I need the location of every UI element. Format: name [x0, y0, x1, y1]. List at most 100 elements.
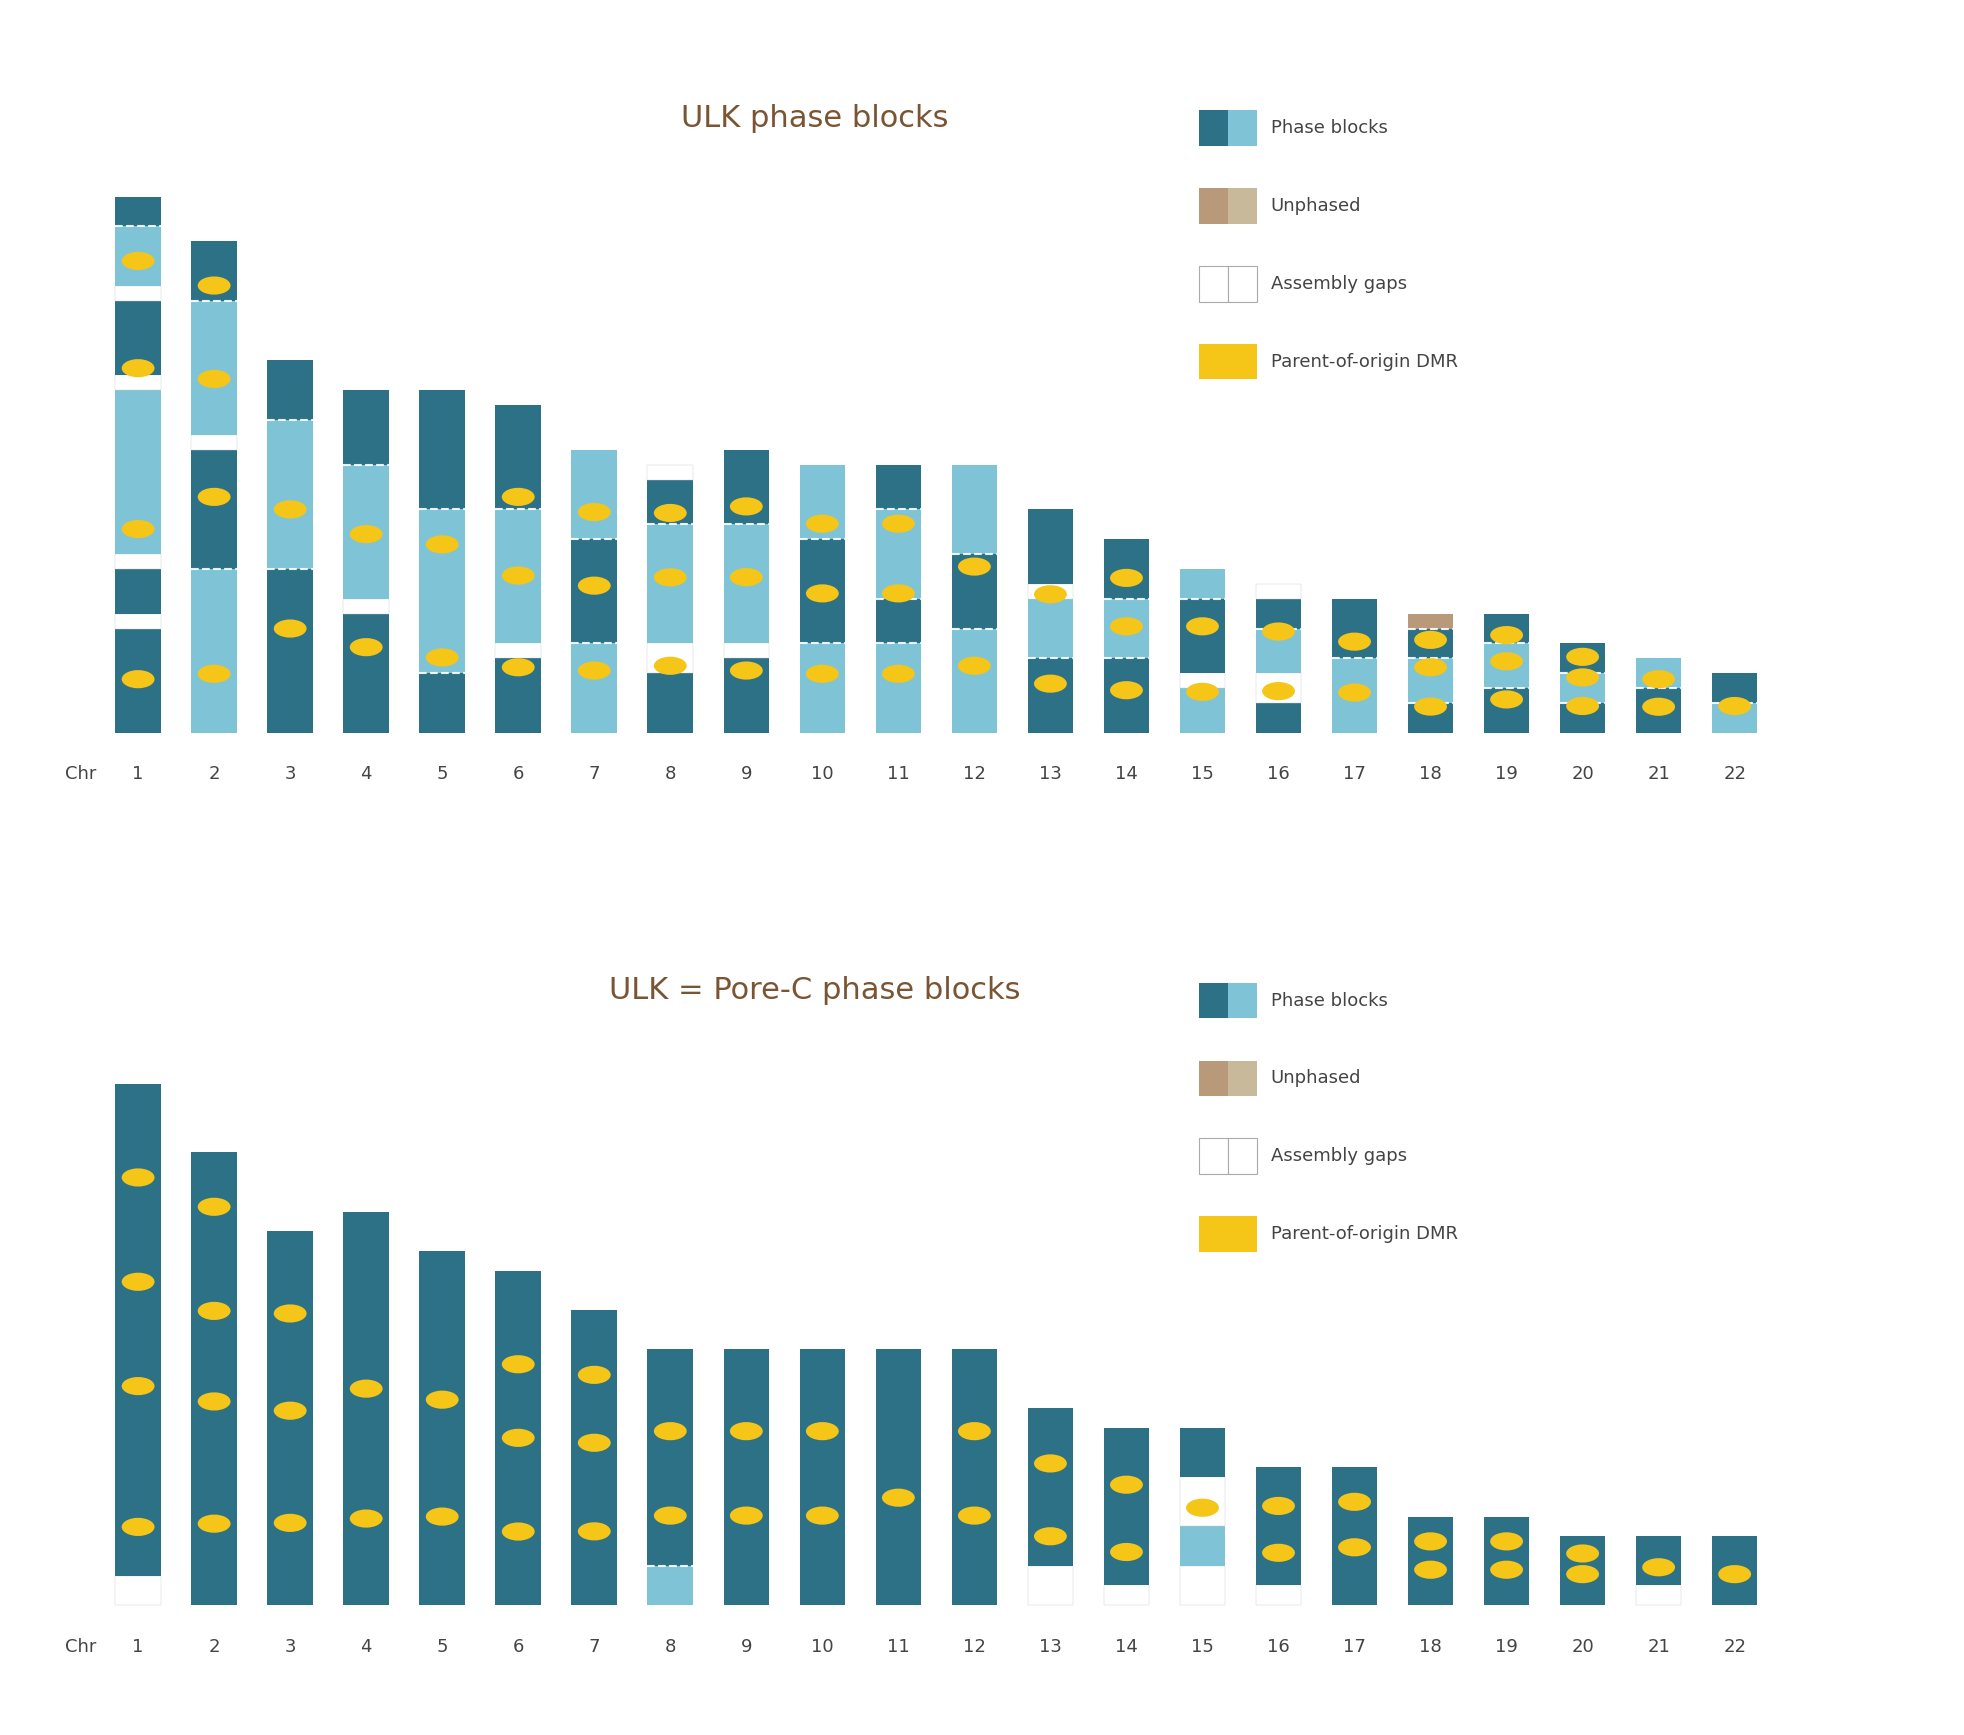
Ellipse shape: [1565, 1565, 1599, 1584]
Bar: [876, 644, 921, 732]
Ellipse shape: [882, 1489, 915, 1506]
Ellipse shape: [1337, 1539, 1371, 1556]
Ellipse shape: [198, 488, 230, 507]
Bar: [267, 361, 312, 420]
Bar: [953, 553, 998, 628]
Text: 21: 21: [1648, 765, 1669, 782]
Text: 3: 3: [285, 765, 297, 782]
Bar: [116, 1575, 161, 1605]
Ellipse shape: [350, 1379, 383, 1398]
Text: 4: 4: [361, 765, 371, 782]
Ellipse shape: [958, 658, 990, 675]
Bar: [799, 465, 845, 540]
Bar: [1636, 658, 1681, 689]
Ellipse shape: [1491, 1532, 1522, 1551]
Text: 2: 2: [208, 765, 220, 782]
Ellipse shape: [1263, 682, 1294, 701]
Bar: [1713, 673, 1758, 732]
Bar: [1713, 1535, 1758, 1605]
Bar: [1180, 569, 1226, 732]
Ellipse shape: [122, 670, 155, 689]
Ellipse shape: [1414, 632, 1447, 649]
Ellipse shape: [654, 658, 687, 675]
Bar: [572, 449, 617, 732]
Bar: [1104, 540, 1149, 599]
Ellipse shape: [805, 515, 839, 533]
Bar: [116, 614, 161, 628]
Bar: [1180, 1428, 1226, 1605]
Ellipse shape: [577, 1433, 611, 1452]
Bar: [1200, 265, 1228, 302]
Bar: [191, 241, 238, 732]
Bar: [953, 465, 998, 732]
Bar: [876, 510, 921, 599]
Bar: [1255, 585, 1302, 732]
Bar: [1408, 703, 1453, 732]
Bar: [1228, 187, 1257, 224]
Bar: [191, 569, 238, 732]
Bar: [1104, 658, 1149, 732]
Bar: [1483, 614, 1530, 732]
Ellipse shape: [654, 1506, 687, 1525]
Bar: [116, 553, 161, 569]
Ellipse shape: [198, 1393, 230, 1411]
Bar: [1027, 658, 1072, 732]
Bar: [1228, 111, 1257, 146]
Text: 20: 20: [1571, 765, 1595, 782]
Bar: [495, 406, 540, 510]
Text: 6: 6: [513, 1638, 524, 1655]
Bar: [1027, 1409, 1072, 1605]
Ellipse shape: [1110, 1542, 1143, 1562]
Bar: [267, 569, 312, 732]
Ellipse shape: [273, 1515, 306, 1532]
Text: 11: 11: [888, 1638, 909, 1655]
Bar: [572, 644, 617, 732]
Text: 14: 14: [1116, 1638, 1137, 1655]
Text: Unphased: Unphased: [1271, 198, 1361, 215]
Text: 13: 13: [1039, 1638, 1063, 1655]
Text: 13: 13: [1039, 765, 1063, 782]
Ellipse shape: [122, 1273, 155, 1291]
Ellipse shape: [1033, 1454, 1066, 1473]
Bar: [1104, 540, 1149, 732]
Bar: [1408, 628, 1453, 658]
Text: 4: 4: [361, 1638, 371, 1655]
Ellipse shape: [654, 569, 687, 586]
Bar: [116, 1084, 161, 1605]
Ellipse shape: [198, 665, 230, 684]
Bar: [1200, 1138, 1228, 1175]
Bar: [495, 644, 540, 658]
Bar: [1255, 703, 1302, 732]
Text: Chr: Chr: [65, 1638, 96, 1655]
Bar: [876, 465, 921, 732]
Bar: [1255, 628, 1302, 673]
Bar: [420, 673, 465, 732]
Bar: [953, 465, 998, 553]
Bar: [1255, 1586, 1302, 1605]
Ellipse shape: [805, 1506, 839, 1525]
Bar: [1200, 344, 1257, 380]
Ellipse shape: [1033, 1527, 1066, 1546]
Ellipse shape: [198, 1515, 230, 1532]
Bar: [953, 628, 998, 732]
Bar: [267, 1232, 312, 1605]
Bar: [1408, 658, 1453, 703]
Ellipse shape: [1565, 647, 1599, 666]
Bar: [1104, 1428, 1149, 1586]
Bar: [116, 196, 161, 226]
Ellipse shape: [882, 585, 915, 602]
Bar: [572, 449, 617, 540]
Bar: [723, 1350, 770, 1605]
Text: 1: 1: [132, 1638, 143, 1655]
Ellipse shape: [1337, 684, 1371, 701]
Ellipse shape: [1110, 682, 1143, 699]
Bar: [1483, 614, 1530, 644]
Bar: [1228, 1060, 1257, 1097]
Text: Assembly gaps: Assembly gaps: [1271, 1147, 1406, 1166]
Ellipse shape: [503, 566, 534, 585]
Ellipse shape: [1491, 652, 1522, 670]
Bar: [1636, 1535, 1681, 1586]
Text: 22: 22: [1722, 765, 1746, 782]
Bar: [1713, 673, 1758, 703]
Bar: [1636, 658, 1681, 732]
